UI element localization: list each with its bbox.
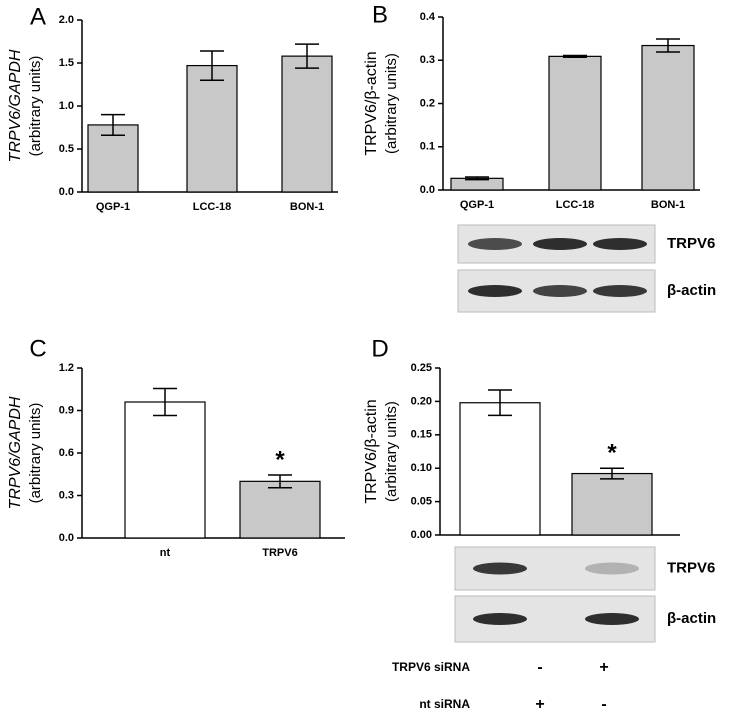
treatment-label: nt siRNA: [419, 697, 470, 711]
error-bar: [488, 389, 512, 417]
y-tick-label: 0.3: [59, 489, 74, 501]
error-bar: [101, 113, 125, 136]
y-tick-label: 1.2: [59, 362, 74, 374]
y-tick-label: 0.0: [59, 532, 74, 544]
y-axis-label: TRPV6/β-actin: [363, 399, 380, 503]
bar: [186, 64, 238, 193]
y-tick-label: 0.4: [420, 11, 436, 23]
y-tick-label: 1.0: [59, 100, 74, 112]
error-bar: [153, 387, 177, 417]
blot-band: [593, 285, 647, 297]
y-tick-label: 0.3: [420, 54, 435, 66]
treatment-sign: +: [535, 696, 544, 713]
blot-band: [533, 285, 587, 297]
error-bar: [600, 467, 624, 480]
blot-band: [593, 238, 647, 250]
treatment-label: TRPV6 siRNA: [392, 660, 470, 674]
treatment-sign: -: [537, 659, 542, 676]
x-tick-label: BON-1: [290, 201, 324, 213]
y-tick-label: 0.2: [420, 97, 435, 109]
treatment-sign: -: [601, 696, 606, 713]
bar: [459, 402, 541, 536]
y-axis-label: (arbitrary units): [27, 56, 44, 157]
y-tick-label: 2.0: [59, 14, 74, 26]
bar: [87, 124, 139, 193]
bar: [548, 55, 602, 191]
y-tick-label: 0.1: [420, 141, 435, 153]
bar: [124, 401, 206, 539]
y-tick-label: 0.25: [411, 362, 432, 374]
panel-letter: B: [372, 1, 388, 28]
y-tick-label: 0.5: [59, 143, 74, 155]
y-axis-label: TRPV6/GAPDH: [7, 396, 24, 509]
blot-band: [473, 613, 527, 625]
blot-label: TRPV6: [667, 235, 715, 252]
x-tick-label: QGP-1: [96, 201, 130, 213]
bar: [571, 472, 653, 536]
blot-band: [468, 238, 522, 250]
error-bar: [465, 176, 489, 181]
panel-letter: C: [29, 335, 46, 362]
y-tick-label: 0.00: [411, 529, 432, 541]
y-axis-label: TRPV6/β-actin: [363, 51, 380, 155]
y-axis-label: (arbitrary units): [383, 53, 400, 154]
x-tick-label: LCC-18: [193, 201, 232, 213]
error-bar: [656, 38, 680, 53]
y-tick-label: 1.5: [59, 57, 74, 69]
error-bar: [268, 474, 292, 489]
panel-letter: D: [371, 335, 388, 362]
y-tick-label: 0.15: [411, 429, 432, 441]
blot-band: [468, 285, 522, 297]
y-axis-label: (arbitrary units): [27, 403, 44, 504]
x-tick-label: LCC-18: [556, 199, 595, 211]
y-tick-label: 0.0: [420, 184, 435, 196]
x-tick-label: TRPV6: [262, 547, 297, 559]
blot-band: [585, 613, 639, 625]
error-bar: [563, 54, 587, 58]
blot-band: [533, 238, 587, 250]
blot-label: TRPV6: [667, 559, 715, 576]
treatment-sign: +: [599, 659, 608, 676]
blot-label: β-actin: [667, 282, 716, 299]
y-tick-label: 0.20: [411, 395, 432, 407]
y-tick-label: 0.0: [59, 186, 74, 198]
y-tick-label: 0.05: [411, 496, 432, 508]
x-tick-label: BON-1: [651, 199, 685, 211]
significance: *: [607, 440, 617, 467]
y-axis-label: (arbitrary units): [383, 401, 400, 502]
blot-band: [585, 562, 639, 575]
y-tick-label: 0.9: [59, 404, 74, 416]
bar: [239, 480, 321, 539]
bar: [641, 44, 695, 191]
y-tick-label: 0.10: [411, 462, 432, 474]
error-bar: [295, 43, 319, 69]
error-bar: [200, 50, 224, 81]
bar: [281, 55, 333, 193]
y-axis-label: TRPV6/GAPDH: [7, 49, 24, 162]
x-tick-label: nt: [160, 547, 171, 559]
y-tick-label: 0.6: [59, 447, 74, 459]
panel-letter: A: [30, 3, 46, 30]
significance: *: [275, 446, 285, 473]
x-tick-label: QGP-1: [460, 199, 494, 211]
blot-label: β-actin: [667, 610, 716, 627]
blot-band: [473, 562, 527, 575]
